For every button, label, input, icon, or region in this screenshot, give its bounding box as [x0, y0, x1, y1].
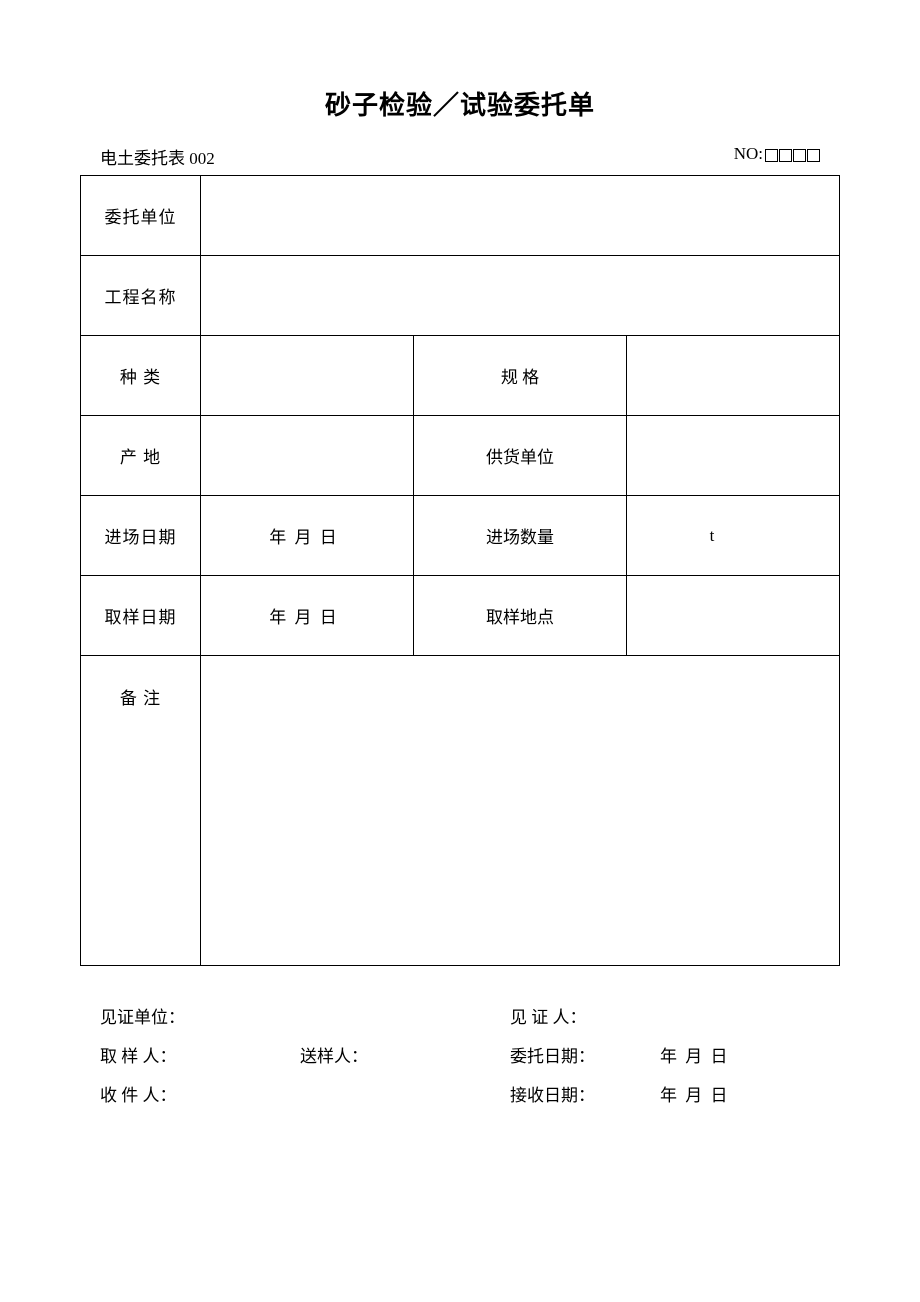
no-boxes [765, 149, 820, 162]
form-code: 电土委托表 002 [100, 144, 215, 169]
label-arrive-date: 进场日期 [81, 496, 201, 576]
label-receiver: 收 件 人： [100, 1082, 300, 1111]
value-entrust-date[interactable]: 年 月 日 [650, 1043, 730, 1072]
label-supplier: 供货单位 [414, 416, 627, 496]
value-sample-date[interactable]: 年 月 日 [201, 576, 414, 656]
value-sample-loc[interactable] [627, 576, 840, 656]
label-remark: 备 注 [81, 656, 201, 966]
label-arrive-qty: 进场数量 [414, 496, 627, 576]
value-client[interactable] [201, 176, 840, 256]
label-sample-loc: 取样地点 [414, 576, 627, 656]
row-remark: 备 注 [81, 656, 840, 966]
value-project[interactable] [201, 256, 840, 336]
label-sender: 送样人： [300, 1043, 510, 1072]
row-type-spec: 种 类 规 格 [81, 336, 840, 416]
row-project: 工程名称 [81, 256, 840, 336]
value-origin[interactable] [201, 416, 414, 496]
value-arrive-date[interactable]: 年 月 日 [201, 496, 414, 576]
form-number: NO: [734, 144, 820, 169]
label-entrust-date: 委托日期： [510, 1043, 650, 1072]
no-prefix: NO: [734, 144, 763, 163]
label-spec: 规 格 [414, 336, 627, 416]
value-spec[interactable] [627, 336, 840, 416]
footer-section: 见证单位： 见 证 人： 取 样 人： 送样人： 委托日期： 年 月 日 收 件… [80, 1004, 840, 1111]
value-supplier[interactable] [627, 416, 840, 496]
main-form-table: 委托单位 工程名称 种 类 规 格 产 地 供货单位 进场日期 年 月 日 进场… [80, 175, 840, 966]
label-witness-person: 见 证 人： [510, 1004, 587, 1033]
value-type[interactable] [201, 336, 414, 416]
row-sample: 取样日期 年 月 日 取样地点 [81, 576, 840, 656]
page-title: 砂子检验／试验委托单 [80, 85, 840, 122]
row-arrive: 进场日期 年 月 日 进场数量 t [81, 496, 840, 576]
value-arrive-qty[interactable]: t [627, 496, 840, 576]
label-origin: 产 地 [81, 416, 201, 496]
footer-row-3: 收 件 人： 接收日期： 年 月 日 [100, 1082, 820, 1111]
label-receive-date: 接收日期： [510, 1082, 650, 1111]
footer-row-1: 见证单位： 见 证 人： [100, 1004, 820, 1033]
value-receive-date[interactable]: 年 月 日 [650, 1082, 730, 1111]
spacer [300, 1082, 510, 1111]
row-origin-supplier: 产 地 供货单位 [81, 416, 840, 496]
label-project: 工程名称 [81, 256, 201, 336]
label-witness-unit: 见证单位： [100, 1004, 510, 1033]
label-sample-date: 取样日期 [81, 576, 201, 656]
footer-row-2: 取 样 人： 送样人： 委托日期： 年 月 日 [100, 1043, 820, 1072]
label-sampler: 取 样 人： [100, 1043, 300, 1072]
header-row: 电土委托表 002 NO: [80, 144, 840, 175]
value-remark[interactable] [201, 656, 840, 966]
label-client: 委托单位 [81, 176, 201, 256]
label-type: 种 类 [81, 336, 201, 416]
row-client: 委托单位 [81, 176, 840, 256]
